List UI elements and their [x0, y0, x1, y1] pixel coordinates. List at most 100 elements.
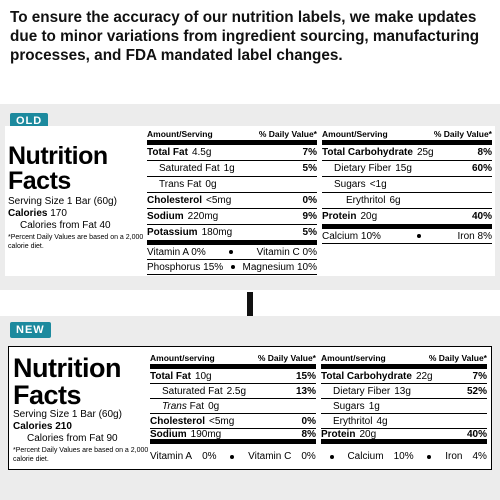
title: Nutrition: [8, 142, 108, 170]
daily-value: 60%: [471, 163, 492, 174]
daily-value: 13%: [295, 385, 316, 397]
new-label: Nutrition Facts Serving Size 1 Bar (60g)…: [8, 346, 492, 470]
title: Nutrition: [13, 353, 121, 383]
nutrient-name-text: Total Carbohydrate: [322, 147, 413, 158]
header-text: % Daily Value*: [257, 353, 316, 363]
calories-value: 210: [55, 421, 72, 432]
daily-value: 5%: [302, 227, 317, 238]
nutrient-amount: 15g: [395, 163, 412, 174]
nutrient-name: Saturated Fat: [159, 163, 220, 174]
nutrient-row: Sodium 220mg 9%: [147, 209, 317, 225]
calories-label: Calories: [8, 208, 48, 219]
daily-value: 9%: [302, 211, 317, 222]
nutrient-row: Total Carbohydrate 22g 7%: [321, 369, 487, 384]
nutrient-name: Dietary Fiber: [333, 386, 390, 397]
nutrient-name: Total Carbohydrate: [321, 371, 412, 382]
nutrient-name: Total Carbohydrate: [322, 147, 413, 158]
nutrient-name-text: Trans Fat: [159, 179, 202, 190]
nutrient-name: Dietary Fiber: [334, 163, 391, 174]
nutrient-name: Sodium: [150, 429, 187, 440]
nutrient-amount: 2.5g: [226, 385, 247, 397]
column: Amount/Serving % Daily Value* Total Carboh…: [322, 129, 492, 244]
nutrient-row: Saturated Fat 1g 5%: [147, 161, 317, 177]
daily-value: 40%: [471, 211, 492, 222]
nutrient-amount: <5mg: [206, 195, 232, 206]
header-text: Amount/Serving: [322, 129, 388, 139]
nutrient-name-text: Sodium: [147, 211, 184, 222]
daily-value: 7%: [472, 370, 487, 382]
nutrient-name: Erythritol: [333, 416, 372, 427]
header: Amount/Serving % Daily Value*: [147, 129, 317, 145]
vitamin-dv: 0%: [202, 451, 217, 462]
header-text: % Daily Value*: [428, 353, 487, 363]
nutrient-name: Total Fat: [147, 147, 188, 158]
nutrient-name-text: Sugars: [333, 400, 365, 412]
daily-value: 0%: [301, 415, 316, 427]
nutrient-amount: 13g: [394, 385, 411, 397]
nutrient-name-text: Total Fat: [147, 147, 188, 158]
vitamin-dv: 0%: [301, 451, 316, 462]
nutrient-row: Erythritol 6g: [322, 193, 492, 209]
nutrient-name: Sugars: [334, 179, 366, 190]
vitamin: Iron 8%: [457, 230, 492, 242]
nutrient-name: Protein: [322, 211, 356, 222]
nutrient-row: Protein 20g 40%: [321, 429, 487, 444]
title: Facts: [8, 167, 71, 195]
header-text: % Daily Value*: [433, 129, 492, 139]
calories: Calories 170: [8, 208, 67, 220]
nutrient-row: Sugars 1g: [321, 399, 487, 414]
nutrient-name-text: Saturated Fat: [159, 163, 220, 174]
nutrient-name-text: Protein: [322, 211, 357, 222]
bullet: [427, 454, 432, 459]
header-text: % Daily Value*: [258, 129, 317, 139]
nutrient-name-text: Total Fat: [150, 370, 191, 382]
nutrient-amount: 4.5g: [191, 147, 212, 158]
nutrient-name-text: Sugars: [334, 179, 366, 190]
vitamin: Iron 4%: [445, 451, 487, 462]
vitamin-row: Vitamin A 0% Vitamin C 0%: [147, 245, 317, 260]
daily-value: 52%: [466, 385, 487, 397]
calories-fat: Calories from Fat 90: [27, 433, 118, 444]
nutrient-name-text: Cholesterol: [147, 195, 203, 206]
nutrient-row: Sugars <1g: [322, 177, 492, 193]
nutrient-amount: 20g: [359, 428, 377, 440]
daily-value: 15%: [295, 370, 316, 382]
header: Amount/serving % Daily Value*: [150, 353, 316, 369]
nutrient-amount: 0g: [205, 179, 217, 190]
daily-value: 8%: [301, 428, 316, 440]
calories-value: 170: [50, 208, 67, 219]
nutrient-name-text: Sodium: [150, 428, 187, 440]
new-tag: NEW: [10, 322, 51, 338]
column: Amount/serving % Daily Value* Total Fat 10g…: [150, 353, 316, 444]
bullet: [329, 454, 334, 459]
vitamin: Vitamin A 0%: [150, 451, 217, 462]
nutrient-amount: 1g: [368, 400, 380, 412]
nutrient-amount: <5mg: [209, 415, 235, 427]
vitamin-name: Vitamin A: [150, 451, 193, 462]
nutrient-amount: 22g: [415, 370, 433, 382]
daily-value: 8%: [477, 147, 492, 158]
vitamin: Phosphorus 15%: [147, 261, 224, 273]
nutrient-name-text: Saturated Fat: [162, 385, 223, 397]
nutrient-name-text: Protein: [321, 428, 356, 440]
vitamin: Vitamin A 0%: [147, 246, 206, 258]
nutrient-name: Trans Fat: [162, 401, 204, 412]
nutrient-row: Sodium 190mg 8%: [150, 429, 316, 444]
bullet: [417, 234, 422, 238]
title: Facts: [13, 380, 82, 410]
column: Amount/serving % Daily Value* Total Carboh…: [321, 353, 487, 444]
nutrient-row: Dietary Fiber 15g 60%: [322, 161, 492, 177]
vitamin: Vitamin C 0%: [248, 451, 316, 462]
nutrient-name-text: Potassium: [147, 227, 198, 238]
vitamin: Magnesium 10%: [242, 261, 317, 273]
nutrient-amount: 20g: [360, 211, 378, 222]
calories-label: Calories: [13, 421, 53, 432]
daily-value: 0%: [302, 195, 317, 206]
vitamin-name: Calcium: [347, 451, 384, 462]
nutrient-name: Saturated Fat: [162, 386, 223, 397]
calories: Calories 210: [13, 421, 72, 433]
nutrient-row: Erythritol 4g: [321, 414, 487, 429]
nutrient-row: Potassium 180mg 5%: [147, 225, 317, 245]
nutrient-name-text: Total Carbohydrate: [321, 370, 412, 382]
